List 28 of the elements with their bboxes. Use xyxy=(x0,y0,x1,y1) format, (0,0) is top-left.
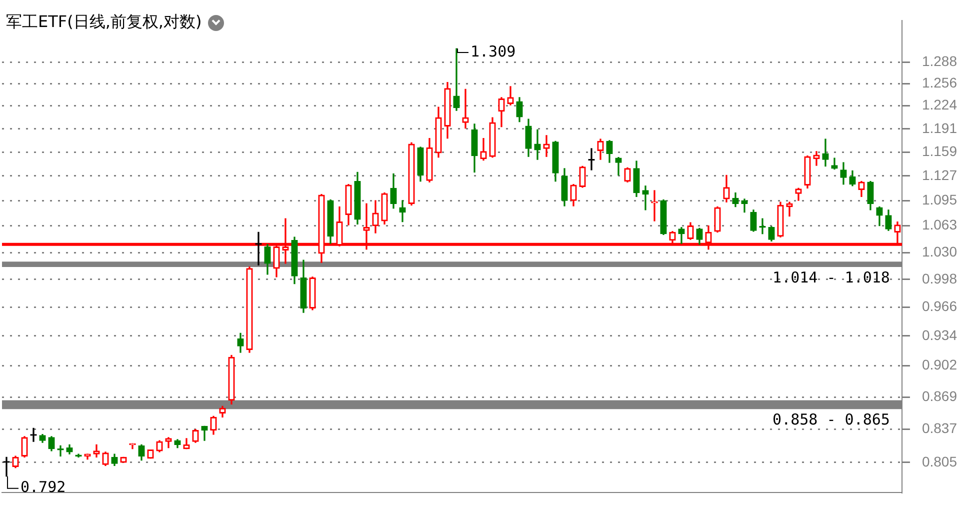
y-tick-label: 0.902 xyxy=(922,356,958,372)
y-tick-label: 1.127 xyxy=(922,166,958,183)
band-label: 1.014 - 1.018 xyxy=(772,268,890,286)
annotation: 0.792 xyxy=(20,478,66,496)
y-tick-label: 1.224 xyxy=(922,96,958,113)
band-label: 0.858 - 0.865 xyxy=(772,410,890,429)
y-tick-label: 1.159 xyxy=(922,143,958,160)
y-tick-label: 1.095 xyxy=(922,191,958,208)
y-tick-label: 1.288 xyxy=(922,53,958,70)
y-tick-label: 1.191 xyxy=(922,120,958,136)
y-tick-label: 1.063 xyxy=(922,216,958,233)
chart-title: 军工ETF(日线,前复权,对数) xyxy=(6,12,202,33)
y-tick-label: 1.030 xyxy=(922,243,958,260)
candlestick xyxy=(453,48,460,111)
y-tick-label: 0.998 xyxy=(922,270,958,286)
y-tick-label: 0.869 xyxy=(922,388,958,404)
y-tick-label: 0.966 xyxy=(922,298,958,314)
candlestick xyxy=(399,200,406,222)
y-tick-label: 0.837 xyxy=(922,420,958,436)
y-tick-label: 0.934 xyxy=(922,326,958,343)
candlestick xyxy=(462,88,469,129)
candlestick xyxy=(822,138,829,167)
y-tick-label: 0.805 xyxy=(922,453,958,470)
candlestick xyxy=(642,186,649,210)
annotation: 1.309 xyxy=(470,42,516,60)
candlestick xyxy=(534,129,541,160)
candlestick xyxy=(543,135,550,157)
y-tick-label: 1.256 xyxy=(922,74,958,91)
